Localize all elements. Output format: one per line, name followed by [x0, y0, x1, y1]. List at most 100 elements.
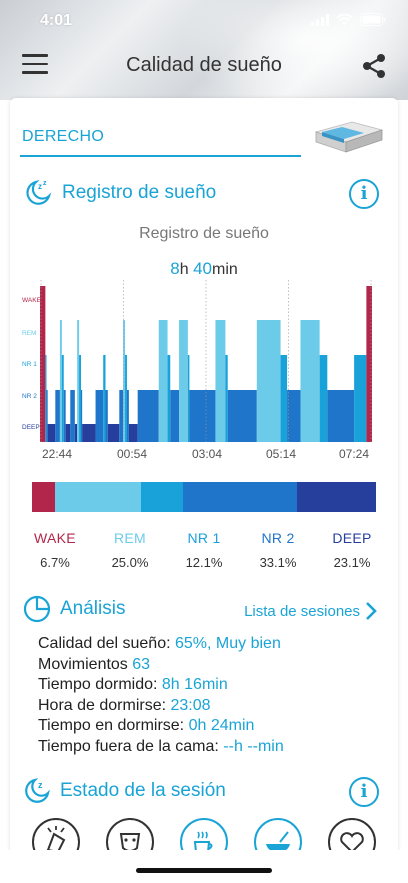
- distribution-segment-nr1: [141, 482, 183, 512]
- hypnogram-segment-nr2: [55, 390, 60, 442]
- hypnogram-segment-deep: [65, 424, 71, 442]
- legend-name: REM: [113, 530, 146, 546]
- hypnogram-segment-deep: [82, 424, 96, 442]
- svg-text:z: z: [38, 182, 42, 191]
- battery-icon: [360, 13, 386, 26]
- total-sleep-time: 8h 40min: [0, 259, 408, 279]
- analysis-label: Tiempo en dormirse:: [38, 717, 185, 735]
- legend-percent: 25.0%: [111, 555, 149, 570]
- legend-percent: 12.1%: [185, 555, 223, 570]
- hypnogram-segment-nr2: [227, 390, 257, 442]
- hypnogram-segment-nr2: [63, 390, 66, 442]
- legend-percent: 6.7%: [40, 555, 70, 570]
- side-underline: [20, 155, 301, 157]
- analysis-value: 63: [132, 655, 151, 673]
- distribution-segment-rem: [55, 482, 142, 512]
- analysis-value: 23:08: [170, 696, 211, 714]
- hypnogram-segment-rem: [300, 320, 320, 442]
- hypnogram-segment-rem: [77, 320, 80, 442]
- analysis-title: Análisis: [60, 598, 126, 619]
- analysis-label: Tiempo fuera de la cama:: [38, 737, 219, 755]
- wifi-icon: [336, 13, 353, 25]
- analysis-row-movements: Movimientos 63: [38, 655, 284, 676]
- hypnogram-segment-wake: [40, 286, 46, 442]
- share-icon[interactable]: [360, 52, 388, 80]
- x-tick-label: 05:14: [265, 447, 297, 461]
- hypnogram-segment-nr2: [105, 390, 108, 442]
- hypnogram-chart: [40, 280, 372, 442]
- side-selector[interactable]: DERECHO: [22, 128, 105, 145]
- status-icons: [311, 13, 386, 26]
- moon-zz-icon: z z: [26, 179, 52, 205]
- hypnogram-segment-nr1: [280, 355, 288, 442]
- hypnogram-segment-nr1: [79, 355, 81, 442]
- analysis-label: Calidad del sueño:: [38, 635, 171, 652]
- legend-percent: 23.1%: [333, 555, 371, 570]
- analysis-row-out-of-bed: Tiempo fuera de la cama: --h --min: [38, 737, 284, 758]
- analysis-list: Calidad del sueño: 65%, Muy bien Movimie…: [38, 634, 284, 758]
- y-label-rem: REM: [22, 330, 37, 337]
- svg-text:z: z: [43, 180, 47, 187]
- analysis-value: 8h 16min: [161, 676, 228, 694]
- moon-z-icon: z: [25, 778, 50, 803]
- minutes-unit: min: [211, 261, 238, 278]
- signal-icon: [311, 13, 329, 26]
- analysis-row-bedtime: Hora de dormirse: 23:08: [38, 696, 284, 717]
- legend-item-deep: DEEP 23.1%: [317, 530, 387, 570]
- hypnogram-segment-deep: [128, 424, 138, 442]
- session-state-header: z Estado de la sesión: [22, 776, 226, 806]
- sleep-log-info-button[interactable]: i: [349, 179, 379, 209]
- hypnogram-segment-nr1: [167, 355, 171, 442]
- analysis-label: Movimientos: [38, 655, 128, 673]
- status-time: 4:01: [40, 12, 73, 29]
- hypnogram-segment-rem: [59, 320, 62, 442]
- svg-text:z: z: [38, 780, 43, 790]
- hypnogram-segment-nr1: [354, 355, 367, 442]
- status-bar: 4:01: [0, 0, 408, 44]
- legend-item-nr1: NR 1 12.1%: [169, 530, 239, 570]
- distribution-segment-deep: [296, 482, 376, 512]
- mattress-icon[interactable]: [312, 116, 384, 160]
- hypnogram-segment-rem: [256, 320, 281, 442]
- hours-unit: h: [179, 261, 189, 278]
- menu-icon-line: [22, 62, 48, 65]
- x-tick-label: 00:54: [116, 447, 148, 461]
- legend-name: NR 1: [187, 530, 221, 546]
- analysis-header: Análisis: [22, 594, 125, 624]
- legend-item-wake: WAKE 6.7%: [20, 530, 90, 570]
- total-minutes: 40: [193, 259, 212, 278]
- hypnogram-segment-rem: [179, 320, 188, 442]
- analysis-row-time-asleep: Tiempo dormido: 8h 16min: [38, 675, 284, 696]
- hypnogram-segment-nr1: [187, 355, 190, 442]
- analysis-label: Tiempo dormido:: [38, 676, 158, 694]
- menu-button[interactable]: [22, 54, 50, 78]
- hypnogram-segment-rem: [215, 320, 226, 442]
- hypnogram-segment-nr2: [170, 390, 180, 442]
- hypnogram-segment-nr2: [287, 390, 301, 442]
- hypnogram-segment-nr1: [61, 355, 64, 442]
- hypnogram-segment-nr2: [126, 390, 129, 442]
- hypnogram-segment-rem: [158, 320, 168, 442]
- legend-name: DEEP: [332, 530, 372, 546]
- menu-icon-line: [22, 54, 48, 57]
- sessions-list-label: Lista de sesiones: [244, 602, 360, 620]
- sessions-list-link[interactable]: Lista de sesiones: [244, 601, 378, 621]
- heart-glyph: [340, 832, 364, 854]
- hypnogram-segment-nr2: [137, 390, 159, 442]
- session-state-info-button[interactable]: i: [349, 777, 379, 807]
- sleep-log-title: Registro de sueño: [62, 182, 217, 203]
- main-card: [10, 98, 398, 858]
- hypnogram-segment-rem: [123, 320, 126, 442]
- analysis-label: Hora de dormirse:: [38, 696, 167, 714]
- home-indicator: [136, 868, 272, 873]
- chevron-right-icon: [366, 602, 377, 620]
- x-tick-label: 03:04: [191, 447, 223, 461]
- bottom-safe-area: [0, 850, 408, 883]
- analysis-value: 65%, Muy bien: [175, 635, 281, 652]
- stage-distribution-bar: [32, 482, 376, 512]
- hypnogram-segment-nr1: [225, 355, 228, 442]
- analysis-row-quality: Calidad del sueño: 65%, Muy bien: [38, 634, 284, 655]
- chart-title: Registro de sueño: [139, 225, 269, 242]
- distribution-segment-wake: [32, 482, 56, 512]
- menu-icon-line: [22, 71, 48, 74]
